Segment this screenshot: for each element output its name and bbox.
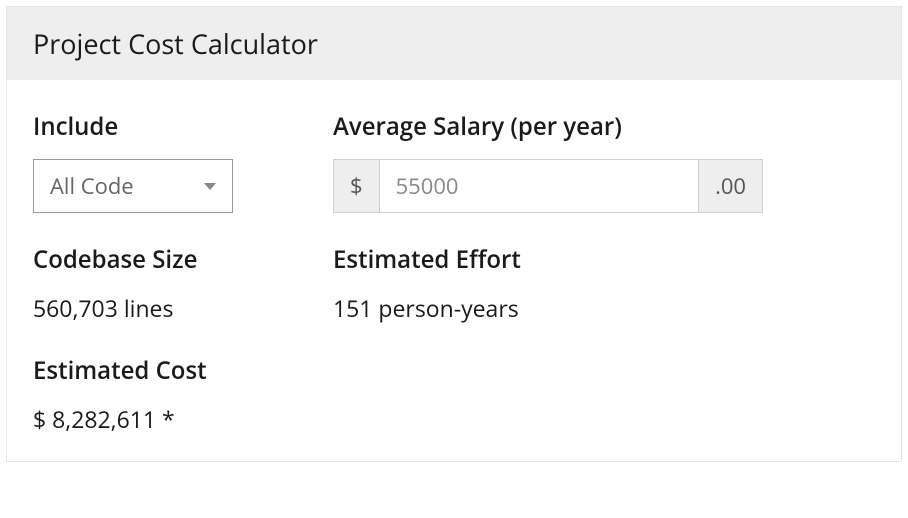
currency-prefix: $ [334,160,380,212]
salary-input[interactable] [380,160,698,212]
effort-label: Estimated Effort [333,243,875,276]
panel-title: Project Cost Calculator [7,7,901,80]
cost-calculator-panel: Project Cost Calculator Include All Code… [6,6,902,462]
codebase-field: Codebase Size 560,703 lines [33,243,273,324]
output-row-2: Estimated Cost $ 8,282,611 * [33,354,875,435]
effort-field: Estimated Effort 151 person-years [333,243,875,324]
cost-field: Estimated Cost $ 8,282,611 * [33,354,273,435]
decimal-suffix: .00 [698,160,762,212]
input-row: Include All Code Average Salary (per yea… [33,110,875,213]
cost-label: Estimated Cost [33,354,273,387]
codebase-value: 560,703 lines [33,292,273,324]
codebase-label: Codebase Size [33,243,273,276]
cost-value: $ 8,282,611 * [33,403,273,435]
salary-label: Average Salary (per year) [333,110,875,143]
include-select[interactable]: All Code [33,159,233,213]
include-selected-value: All Code [50,171,134,201]
include-field: Include All Code [33,110,273,213]
salary-field: Average Salary (per year) $ .00 [333,110,875,213]
salary-input-group: $ .00 [333,159,763,213]
panel-body: Include All Code Average Salary (per yea… [7,80,901,461]
effort-value: 151 person-years [333,292,875,324]
include-label: Include [33,110,273,143]
chevron-down-icon [204,183,216,190]
output-row-1: Codebase Size 560,703 lines Estimated Ef… [33,243,875,324]
